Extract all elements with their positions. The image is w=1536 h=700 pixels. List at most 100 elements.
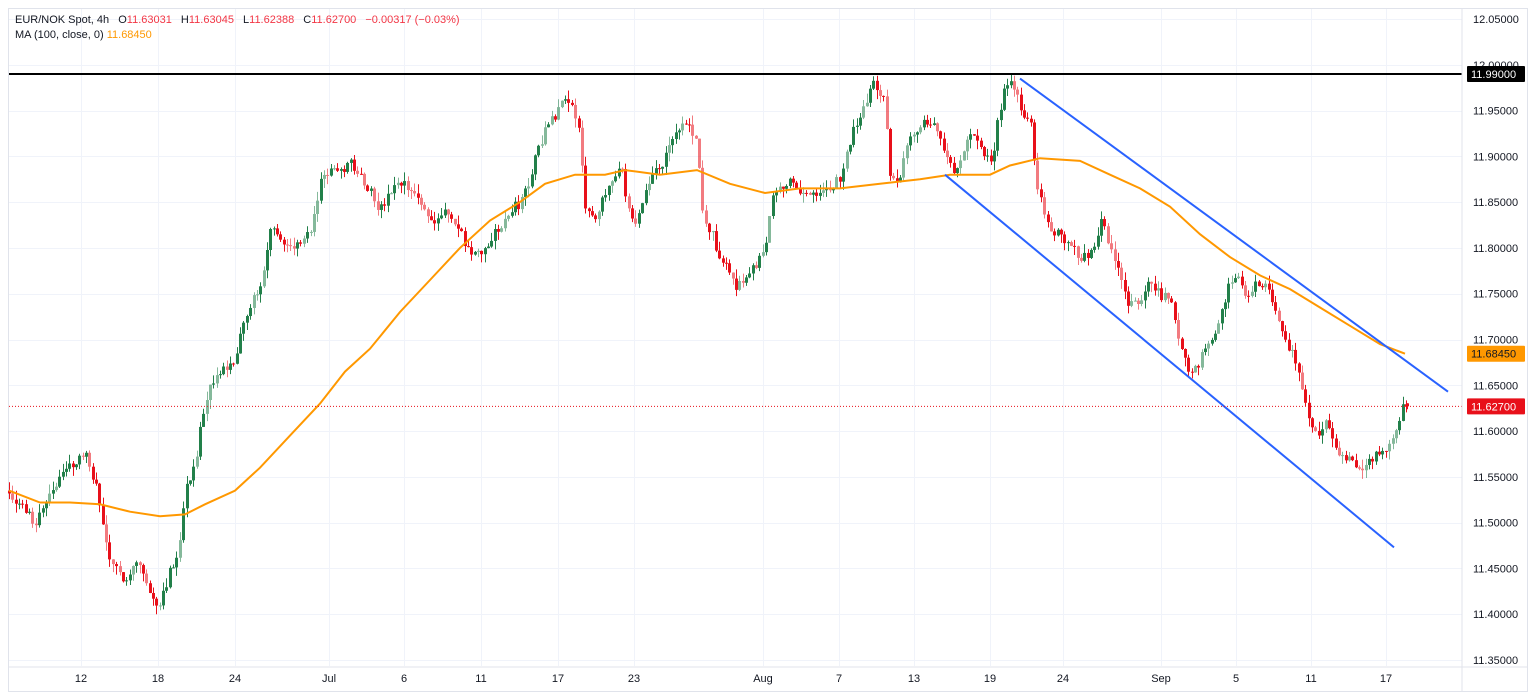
candle-body (1127, 291, 1130, 306)
candle (1157, 281, 1160, 297)
candle (21, 499, 24, 509)
candle (139, 561, 142, 574)
candle (1234, 273, 1237, 283)
moving-average-line[interactable] (8, 157, 1406, 518)
candle-body (698, 138, 701, 168)
candle-body (1308, 402, 1311, 419)
candle (437, 213, 440, 231)
candle-body (963, 151, 966, 161)
candle (410, 187, 413, 200)
candle-body (1130, 301, 1133, 306)
candle (688, 118, 691, 133)
price-tick-label: 11.90000 (1473, 151, 1518, 163)
candle (152, 587, 155, 606)
candle (135, 560, 138, 573)
candle (993, 142, 996, 171)
candle (360, 167, 363, 175)
candle-body (701, 167, 704, 211)
candle (866, 93, 869, 107)
candle (340, 167, 343, 179)
candle-body (490, 240, 493, 247)
candle-body (1395, 430, 1398, 439)
candle-body (1318, 430, 1321, 436)
candle-body (1294, 349, 1297, 364)
candle (578, 115, 581, 133)
time-tick-label: 17 (552, 673, 564, 685)
candle-body (1067, 242, 1070, 244)
candle-body (139, 562, 142, 566)
candle-body (1244, 285, 1247, 296)
candle (1288, 333, 1291, 352)
candle-body (849, 144, 852, 152)
candle (122, 572, 125, 583)
candle (638, 209, 641, 228)
candle (1160, 282, 1163, 303)
candle (708, 222, 711, 240)
candle-body (186, 483, 189, 509)
candle (1120, 262, 1123, 289)
candle-body (949, 157, 952, 163)
candle (1053, 228, 1056, 242)
candle-body (1097, 235, 1100, 247)
candle (1261, 283, 1264, 290)
candle (1090, 248, 1093, 260)
candle-body (303, 238, 306, 244)
ma-indicator-label[interactable]: MA (100, close, 0) (15, 29, 104, 41)
candle (909, 132, 912, 151)
candle (497, 224, 500, 240)
candle-body (299, 242, 302, 244)
candle (567, 90, 570, 113)
candle-body (675, 132, 678, 140)
candle-body (561, 100, 564, 108)
candle-body (755, 265, 758, 268)
candle (1184, 348, 1187, 367)
candle-body (263, 270, 266, 287)
candle (199, 421, 202, 460)
candle-body (634, 218, 637, 224)
candle-body (1073, 245, 1076, 247)
candle-body (1345, 455, 1348, 461)
symbol-title[interactable]: EUR/NOK Spot, 4h (15, 14, 110, 26)
candle-body (236, 353, 239, 364)
ma-indicator-value: 11.68450 (106, 29, 152, 41)
candle (115, 561, 118, 575)
candle (477, 248, 480, 258)
time-tick-label: 24 (1057, 673, 1069, 685)
candle (88, 450, 91, 472)
candle (695, 135, 698, 139)
candle (1348, 452, 1351, 462)
candle-body (564, 99, 567, 101)
candle-body (1251, 291, 1254, 296)
candle-body (862, 106, 865, 118)
candle (299, 239, 302, 247)
candle (634, 210, 637, 227)
candle (933, 117, 936, 126)
candle-body (239, 333, 242, 354)
candle (1080, 253, 1083, 263)
candle (547, 122, 550, 128)
candle (671, 136, 674, 154)
candle-body (249, 307, 252, 317)
time-axis[interactable]: 12 18 24 Jul 6 11 17 23 Aug 7 13 19 24 Sep 5 11 17 (75, 673, 1392, 685)
candle (524, 185, 527, 206)
candle-body (212, 383, 215, 385)
candle-body (467, 246, 470, 248)
candle-body (537, 145, 540, 156)
candle (732, 272, 735, 285)
candle-body (474, 251, 477, 255)
candle-body (913, 134, 916, 137)
candle-body (1241, 276, 1244, 286)
chart-panel[interactable] (8, 8, 1528, 692)
candle-body (1187, 357, 1190, 372)
candle-body (1177, 320, 1180, 339)
candle (805, 190, 808, 197)
price-axis[interactable]: 12.0500012.0000011.9500011.9000011.85000… (1473, 14, 1519, 667)
price-badges: 11.99000 11.68450 11.62700 (1467, 65, 1525, 415)
candle (829, 180, 832, 193)
channel-lower-trendline[interactable] (944, 173, 1395, 549)
channel-upper-trendline[interactable] (1019, 77, 1449, 393)
candle-body (1288, 339, 1291, 351)
candle (507, 214, 510, 222)
candle (306, 226, 309, 243)
